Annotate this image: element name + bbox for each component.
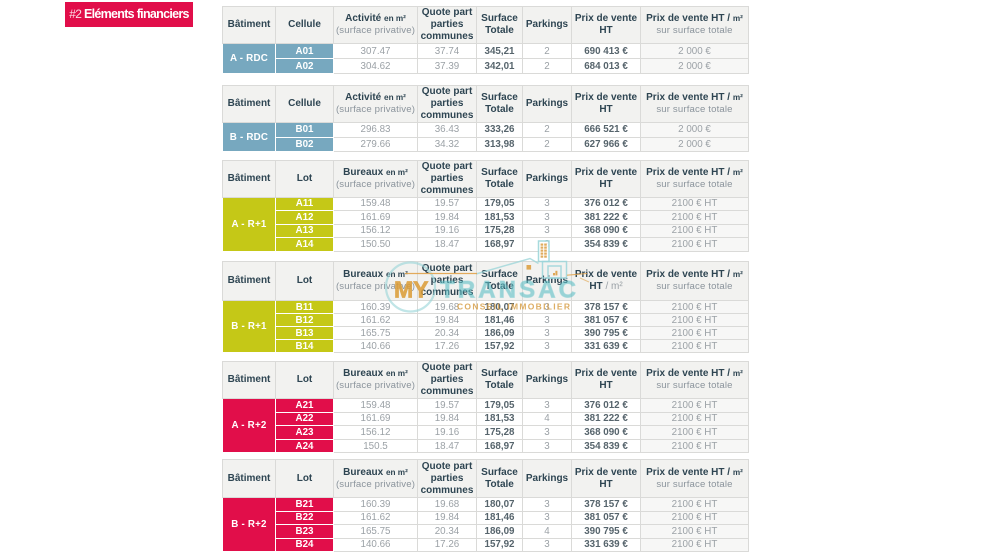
svg-text:TRANSAC: TRANSAC (440, 277, 576, 304)
svg-text:CONSEIL IMMOBILIER: CONSEIL IMMOBILIER (457, 302, 570, 312)
svg-text:MY: MY (394, 277, 429, 303)
